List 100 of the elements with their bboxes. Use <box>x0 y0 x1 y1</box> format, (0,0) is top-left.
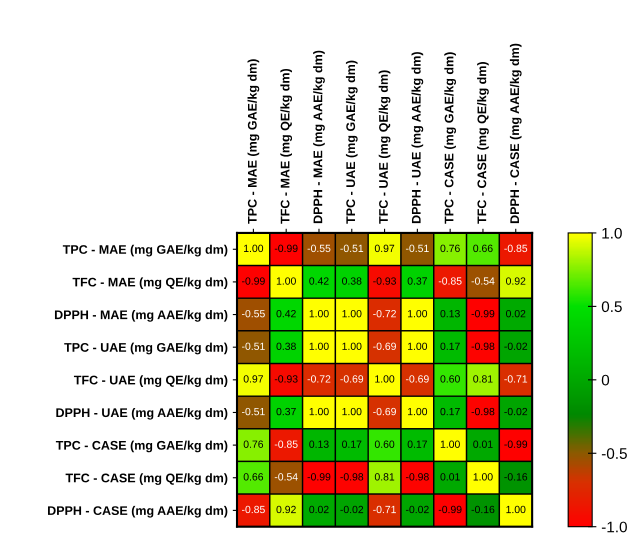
data-label: 1.00 <box>375 375 394 383</box>
data-label: 1.00 <box>244 244 264 252</box>
data-label: 0.17 <box>440 342 460 350</box>
data-label: 0.01 <box>440 473 460 481</box>
data-label: -0.85 <box>242 506 265 514</box>
data-label: -0.99 <box>504 440 528 448</box>
y-tick-label: TPC - MAE (mg GAE/kg dm) <box>62 244 228 256</box>
data-label: -0.99 <box>308 473 330 481</box>
data-label: -0.69 <box>340 375 364 383</box>
data-label: 1.00 <box>474 473 493 481</box>
data-label: 1.00 <box>342 342 362 350</box>
y-tick-label: TFC - CASE (mg QE/kg dm) <box>66 473 228 485</box>
data-label: 0.38 <box>276 342 296 350</box>
y-tick-label: DPPH - CASE (mg AAE/kg dm) <box>48 506 228 518</box>
data-label: 0.17 <box>440 408 460 416</box>
data-label: 0.76 <box>440 244 460 252</box>
data-label: -0.69 <box>373 408 396 416</box>
data-label: -0.99 <box>274 244 298 252</box>
data-label: -0.54 <box>472 277 495 285</box>
data-label: -0.02 <box>504 342 528 350</box>
data-label: 0.17 <box>342 440 362 448</box>
data-label: -0.51 <box>242 408 265 416</box>
data-label: 0.92 <box>506 277 526 285</box>
color-bar-label: 0 <box>602 374 610 386</box>
y-tick-label: TFC - UAE (mg QE/kg dm) <box>74 375 228 388</box>
data-label: -0.99 <box>242 277 265 285</box>
data-label: 0.60 <box>374 440 394 448</box>
data-label: 0.02 <box>309 506 329 514</box>
x-tick-label: TPC - UAE (mg GAE/kg dm) <box>346 60 358 224</box>
color-bar-label: -1.0 <box>602 522 627 532</box>
color-bar-label: 1.0 <box>602 228 622 239</box>
data-label: 0.81 <box>473 375 493 383</box>
data-label: -0.98 <box>472 342 494 350</box>
x-tick-label: DPPH - CASE (mg AAE/kg dm) <box>510 44 522 224</box>
data-label: -0.93 <box>373 277 396 285</box>
data-label: -0.69 <box>373 342 396 350</box>
color-bar-label: 0.5 <box>602 301 622 312</box>
data-label: 0.66 <box>473 244 493 252</box>
data-label: -0.02 <box>504 408 528 416</box>
data-label: -0.99 <box>472 310 494 318</box>
color-bar-label: -0.5 <box>602 448 627 459</box>
data-label: 1.00 <box>440 440 460 448</box>
data-label: -0.99 <box>438 506 462 514</box>
y-tick-label: TPC - CASE (mg GAE/kg dm) <box>56 440 228 452</box>
data-label: 0.60 <box>440 375 460 383</box>
data-label: -0.71 <box>373 506 396 514</box>
data-label: 1.00 <box>276 277 296 285</box>
data-label: 1.00 <box>408 342 428 350</box>
data-label: 0.76 <box>244 440 264 448</box>
data-label: -0.55 <box>242 310 265 318</box>
data-label: 1.00 <box>408 310 428 318</box>
data-label: -0.02 <box>340 506 364 514</box>
data-label: 1.00 <box>506 506 526 514</box>
data-label: 0.42 <box>309 277 329 285</box>
data-label: 1.00 <box>342 310 362 318</box>
data-label: -0.85 <box>274 440 298 448</box>
data-label: -0.54 <box>274 473 298 481</box>
data-label: 1.00 <box>310 342 329 350</box>
data-label: -0.51 <box>242 342 265 350</box>
data-label: 1.00 <box>408 408 428 416</box>
y-tick-label: DPPH - UAE (mg AAE/kg dm) <box>56 408 228 420</box>
data-label: -0.72 <box>308 375 330 383</box>
data-label: 1.00 <box>310 310 329 318</box>
x-tick-label: TFC - UAE (mg QE/kg dm) <box>378 70 390 224</box>
x-tick-label: DPPH - UAE (mg AAE/kg dm) <box>412 52 424 224</box>
data-label: -0.72 <box>373 310 396 318</box>
data-label: -0.51 <box>406 244 429 252</box>
data-label: -0.55 <box>308 244 330 252</box>
data-label: -0.98 <box>472 408 494 416</box>
data-label: 0.97 <box>374 244 394 252</box>
data-label: -0.16 <box>504 473 528 481</box>
data-label: 0.92 <box>276 506 296 514</box>
data-label: -0.02 <box>406 506 429 514</box>
data-label: 0.01 <box>473 440 493 448</box>
data-label: 0.66 <box>244 473 264 481</box>
y-tick-label: TFC - MAE (mg QE/kg dm) <box>72 277 228 290</box>
data-label: -0.51 <box>340 244 364 252</box>
data-label: 0.81 <box>374 473 394 481</box>
data-label: 0.17 <box>408 440 427 448</box>
data-label: 0.38 <box>342 277 362 285</box>
data-label: -0.16 <box>472 506 494 514</box>
y-tick-label: DPPH - MAE (mg AAE/kg dm) <box>54 310 228 322</box>
data-label: -0.69 <box>406 375 429 383</box>
y-tick-label: TPC - UAE (mg GAE/kg dm) <box>64 342 228 354</box>
data-label: 0.42 <box>276 310 296 318</box>
data-label: 0.13 <box>440 310 460 318</box>
data-label: 0.37 <box>276 408 296 416</box>
data-label: 0.97 <box>244 375 264 383</box>
data-label: -0.93 <box>274 375 298 383</box>
data-label: 0.37 <box>408 277 427 285</box>
data-label: -0.98 <box>340 473 364 481</box>
x-tick-label: TFC - CASE (mg QE/kg dm) <box>477 62 489 224</box>
x-tick-label: TPC - CASE (mg GAE/kg dm) <box>444 52 456 224</box>
data-label: 0.02 <box>506 310 526 318</box>
data-label: -0.85 <box>504 244 528 252</box>
data-label: -0.98 <box>406 473 429 481</box>
data-label: 0.13 <box>309 440 329 448</box>
data-label: -0.85 <box>438 277 462 285</box>
data-label: -0.71 <box>504 375 528 383</box>
data-label: 1.00 <box>310 408 329 416</box>
